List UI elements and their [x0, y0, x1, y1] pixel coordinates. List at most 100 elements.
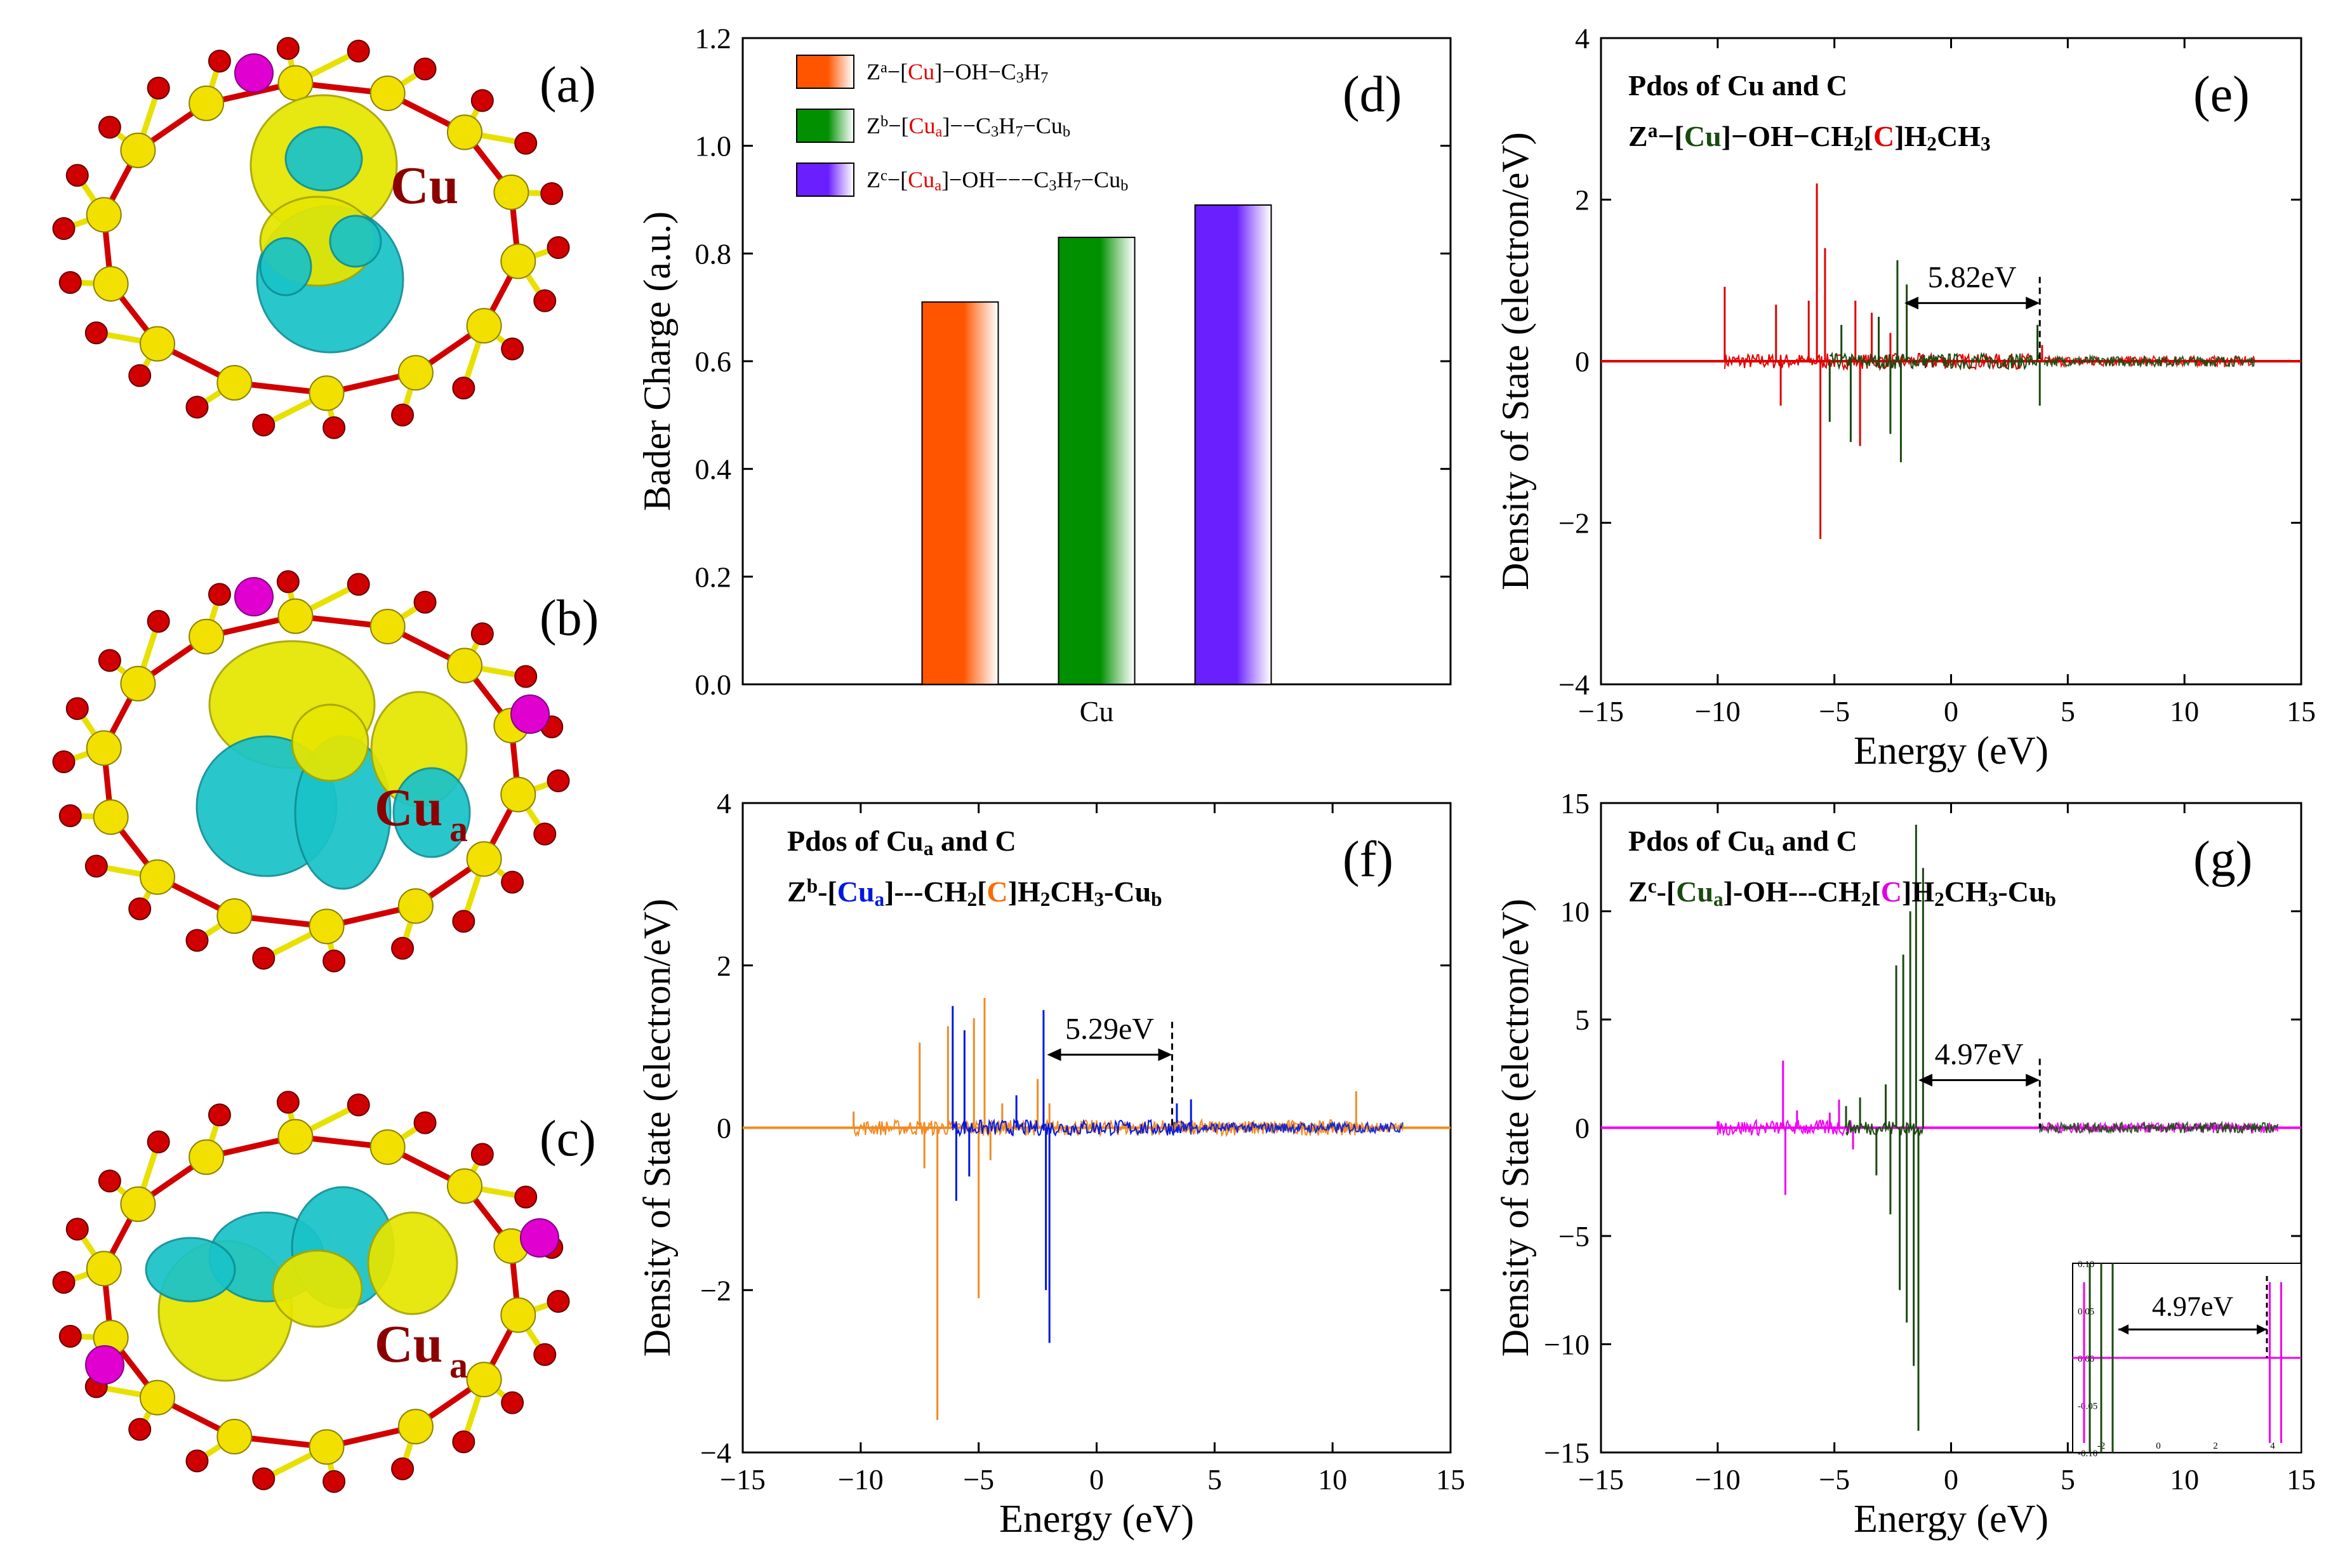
x-axis-label: Energy (eV) — [1854, 1498, 2049, 1541]
si-atom — [189, 618, 225, 654]
legend-entry-1: Zb−[Cua]−−C3H7−Cub — [867, 113, 1070, 140]
plot-title-line1: Pdos of Cu and C — [1628, 69, 1847, 102]
legend-swatch-2 — [796, 163, 854, 197]
pdos-trace-cu — [952, 1118, 1192, 1138]
si-atom — [277, 65, 314, 101]
y-tick-label: −10 — [1544, 1329, 1590, 1361]
si-atom — [466, 308, 502, 344]
plot-title-line1: Pdos of Cua and C — [787, 825, 1016, 860]
x-tick-label: 0 — [1944, 695, 1958, 728]
o-atom — [276, 37, 300, 60]
o-atom — [147, 609, 170, 633]
gap-label: 4.97eV — [1935, 1037, 2024, 1071]
gap-arrowhead-left — [1047, 1048, 1061, 1061]
o-atom — [452, 376, 475, 400]
inset-arrowhead — [2257, 1324, 2267, 1335]
o-atom — [65, 1218, 89, 1241]
x-axis-label: Energy (eV) — [999, 1498, 1194, 1541]
o-atom — [185, 395, 209, 419]
o-atom — [533, 1343, 557, 1366]
si-atom — [309, 908, 345, 945]
y-tick-label: 4 — [717, 787, 731, 820]
x-tick-label: −10 — [1695, 1463, 1741, 1496]
panel-label-f: (f) — [1343, 832, 1393, 887]
o-atom — [98, 116, 121, 139]
o-atom — [547, 1289, 570, 1313]
x-tick-label: −10 — [1695, 695, 1741, 728]
pdos-trace-c — [1717, 1118, 1853, 1137]
legend-entry-0: Za−[Cu]−OH−C3H7 — [867, 59, 1048, 86]
o-atom — [347, 573, 370, 596]
inset-y-tick-label: 0.10 — [2078, 1259, 2094, 1270]
si-atom — [120, 665, 156, 701]
inset-y-tick-label: -0.10 — [2078, 1449, 2097, 1459]
o-atom — [185, 1449, 209, 1473]
o-atom — [58, 271, 82, 295]
pdos-trace-cu — [1829, 351, 2041, 371]
o-atom — [514, 131, 538, 155]
x-tick-label: 5 — [1207, 1463, 1222, 1496]
o-atom — [322, 949, 346, 973]
panel-label-b: (b) — [540, 590, 599, 646]
o-atom — [470, 622, 494, 646]
si-atom — [309, 1429, 345, 1465]
panel-label-d: (d) — [1343, 67, 1402, 123]
isosurface-cyan — [329, 215, 382, 268]
cu-atom — [510, 694, 550, 734]
o-atom — [52, 1271, 76, 1294]
atom-label-a: Cu — [390, 156, 458, 215]
x-tick-label: 5 — [2061, 1463, 2075, 1496]
si-atom — [86, 1251, 122, 1287]
o-atom — [185, 929, 209, 952]
panel-label-e: (e) — [2193, 67, 2250, 123]
y-axis-label: Density of State (electron/eV) — [636, 899, 678, 1357]
plot-title-line2: Za−[Cu]−OH−CH2[C]H2CH3 — [1628, 119, 1991, 155]
si-atom — [466, 1362, 502, 1398]
si-atom — [93, 799, 129, 835]
y-tick-label: 0.0 — [695, 668, 732, 701]
si-atom — [493, 174, 529, 210]
y-tick-label: 10 — [1560, 896, 1590, 928]
o-atom — [501, 1391, 524, 1414]
x-tick-label: −15 — [1578, 1463, 1624, 1496]
o-atom — [98, 649, 121, 672]
legend-entry-2: Zc−[Cua]−OH−−−C3H7−Cub — [867, 167, 1128, 194]
si-atom — [500, 1297, 536, 1333]
x-tick-label: −5 — [1819, 1463, 1850, 1496]
inset-gap-label: 4.97eV — [2152, 1291, 2234, 1322]
o-atom — [84, 321, 108, 345]
x-tick-label: −15 — [1578, 695, 1624, 728]
o-atom — [208, 583, 231, 606]
si-atom — [189, 1139, 225, 1175]
y-tick-label: 5 — [1575, 1004, 1590, 1036]
si-atom — [397, 1409, 434, 1445]
si-atom — [120, 1186, 156, 1222]
pdos-cb-cu — [2039, 1120, 2279, 1135]
si-atom — [397, 888, 434, 924]
o-atom — [52, 750, 76, 774]
o-atom — [391, 936, 415, 960]
o-atom — [501, 870, 524, 894]
x-tick-label: 10 — [2170, 695, 2199, 728]
inset-arrowhead — [2118, 1324, 2129, 1335]
o-atom — [501, 337, 524, 361]
si-atom — [216, 365, 253, 401]
x-tick-label: 0 — [1944, 1463, 1958, 1496]
gap-arrowhead-left — [1904, 296, 1918, 310]
o-atom — [147, 76, 170, 100]
panel-label-g: (g) — [2193, 832, 2252, 887]
bar-2 — [1194, 204, 1272, 685]
y-tick-label: −4 — [700, 1437, 731, 1469]
inset-y-tick-label: 0.00 — [2078, 1354, 2094, 1364]
gap-arrowhead-right — [2026, 296, 2040, 310]
si-atom — [93, 266, 129, 302]
o-atom — [84, 854, 108, 878]
x-tick-label: 10 — [2170, 1463, 2199, 1496]
legend-swatch-1 — [796, 109, 854, 143]
si-atom — [140, 1379, 176, 1416]
o-atom — [128, 364, 152, 387]
isosurface-yellow — [272, 1249, 363, 1328]
y-tick-label: 0 — [1575, 345, 1590, 378]
pdos-cb-c — [2039, 1120, 2279, 1134]
